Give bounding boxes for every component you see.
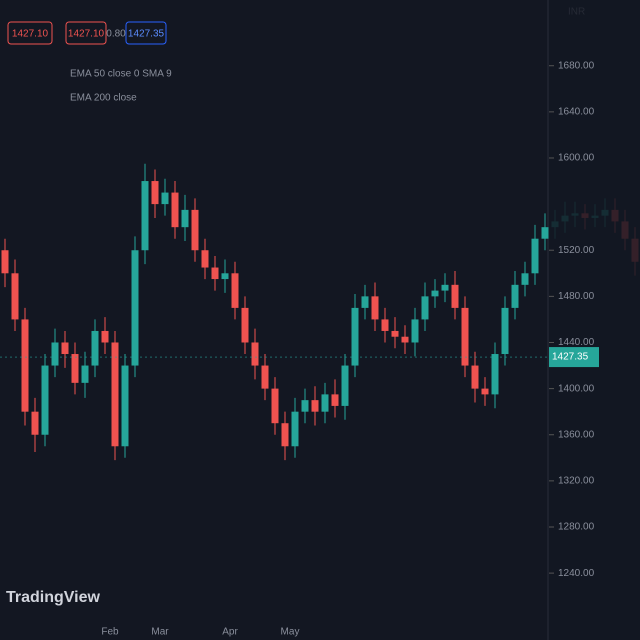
candle-body xyxy=(301,400,309,412)
sell-button-2[interactable] xyxy=(65,21,107,45)
candle-body xyxy=(481,388,489,395)
candle-body xyxy=(531,238,539,274)
candle-body xyxy=(81,365,89,383)
candle-body xyxy=(341,365,349,406)
last-price-box xyxy=(549,347,599,368)
buy-price: 1427.35 xyxy=(128,29,165,40)
candle-body xyxy=(11,273,19,320)
candle-body xyxy=(231,273,239,308)
candle-body xyxy=(241,307,249,343)
y-tick-label: 1680.00 xyxy=(558,60,595,71)
candle-body xyxy=(331,394,339,406)
candle-body xyxy=(271,388,279,424)
candle-body xyxy=(401,336,409,343)
candle-body xyxy=(31,411,39,435)
y-tick-label: 1520.00 xyxy=(558,245,595,256)
candle-body xyxy=(131,250,139,366)
candle-body xyxy=(381,319,389,331)
candle-body xyxy=(1,250,9,274)
y-tick-label: 1280.00 xyxy=(558,522,595,533)
last-price-label: 1427.35 xyxy=(552,352,589,363)
candle-body xyxy=(21,319,29,412)
logo: TradingView xyxy=(6,589,101,606)
candle-body xyxy=(521,273,529,285)
candle-body xyxy=(161,192,169,205)
candle-body xyxy=(71,354,79,383)
sell-price: 1427.10 xyxy=(12,29,49,40)
candle-body xyxy=(201,250,209,268)
candle-body xyxy=(191,209,199,251)
candle-body xyxy=(391,330,399,337)
y-tick-label: 1640.00 xyxy=(558,106,595,117)
candle-body xyxy=(471,365,479,389)
x-tick-label: Apr xyxy=(222,627,238,638)
candle-body xyxy=(541,227,549,239)
candle-body xyxy=(451,284,459,308)
candle-body xyxy=(51,342,59,366)
candle-body xyxy=(251,342,259,366)
candle-body xyxy=(121,365,129,447)
y-tick-label: 1400.00 xyxy=(558,383,595,394)
candle-body xyxy=(141,181,149,251)
candle-body xyxy=(421,296,429,320)
candle-body xyxy=(371,296,379,320)
candle-body xyxy=(411,319,419,343)
candle-body xyxy=(91,330,99,366)
sell-price-2: 1427.10 xyxy=(68,29,105,40)
y-tick-label: 1440.00 xyxy=(558,337,595,348)
candle-body xyxy=(281,423,289,447)
candle-body xyxy=(321,394,329,412)
candle-body xyxy=(501,307,509,355)
indicator-ema50: EMA 50 close 0 SMA 9 xyxy=(70,69,172,80)
x-tick-label: Mar xyxy=(151,627,169,638)
candle-body xyxy=(491,354,499,395)
candle-body xyxy=(41,365,49,435)
candle-body xyxy=(261,365,269,389)
candle-body xyxy=(461,307,469,366)
y-tick-label: 1320.00 xyxy=(558,476,595,487)
x-tick-label: Feb xyxy=(101,627,119,638)
candle-body xyxy=(211,267,219,280)
candle-body xyxy=(61,342,69,355)
spread: 0.80 xyxy=(106,29,126,40)
candle-body xyxy=(291,411,299,447)
y-tick-label: 1360.00 xyxy=(558,429,595,440)
price-axis-bg xyxy=(549,0,640,640)
y-tick-label: 1480.00 xyxy=(558,291,595,302)
y-tick-label: 1240.00 xyxy=(558,568,595,579)
candle-body xyxy=(151,181,159,205)
candle-body xyxy=(351,307,359,366)
candle-body xyxy=(111,342,119,447)
candle-body xyxy=(441,284,449,291)
candle-body xyxy=(431,290,439,297)
candle-body xyxy=(511,284,519,308)
buy-button[interactable] xyxy=(125,21,167,45)
candle-body xyxy=(221,273,229,280)
candle-body xyxy=(171,192,179,228)
y-tick-label: 1600.00 xyxy=(558,153,595,164)
sell-button[interactable] xyxy=(7,21,53,45)
candle-body xyxy=(101,330,109,343)
candle-body xyxy=(361,296,369,308)
candle-body xyxy=(181,209,189,228)
x-tick-label: May xyxy=(281,627,300,638)
candle-body xyxy=(311,400,319,412)
indicator-ema200: EMA 200 close xyxy=(70,93,137,104)
